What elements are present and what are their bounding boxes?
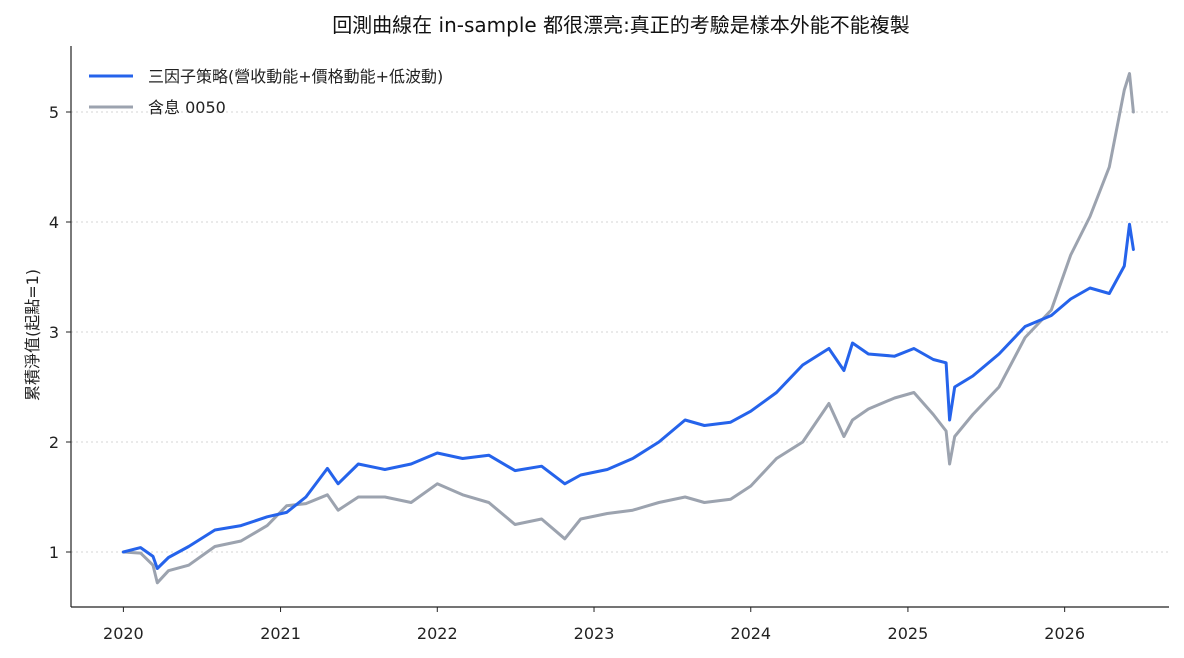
x-tick-label: 2025 [888,624,929,643]
y-tick-label: 5 [49,103,59,122]
x-tick-label: 2023 [574,624,615,643]
y-tick-label: 2 [49,433,59,452]
y-tick-label: 3 [49,323,59,342]
y-tick-label: 1 [49,543,59,562]
y-ticks: 1 2 3 4 5 [49,103,71,562]
chart-title: 回測曲線在 in-sample 都很漂亮:真正的考驗是樣本外能不能複製 [332,13,910,37]
series-line-0 [121,222,1135,570]
y-tick-label: 4 [49,213,59,232]
x-tick-label: 2022 [417,624,458,643]
legend: 三因子策略(營收動能+價格動能+低波動) 含息 0050 [89,67,443,117]
x-tick-label: 2021 [260,624,301,643]
series-layer [121,72,1135,585]
legend-label: 含息 0050 [148,98,226,117]
x-tick-label: 2020 [103,624,144,643]
series-line-1 [121,72,1135,585]
grid [71,111,1169,553]
legend-label: 三因子策略(營收動能+價格動能+低波動) [148,67,443,86]
x-ticks: 2020 2021 2022 2023 2024 2025 2026 [103,607,1085,643]
x-tick-label: 2026 [1044,624,1085,643]
y-axis-label: 累積淨值(起點=1) [23,269,42,401]
x-tick-label: 2024 [730,624,771,643]
